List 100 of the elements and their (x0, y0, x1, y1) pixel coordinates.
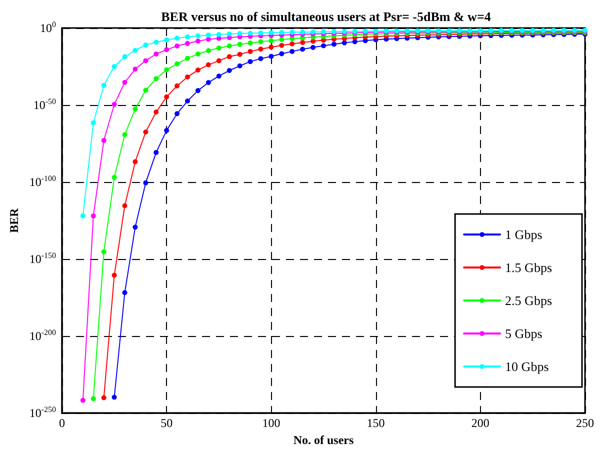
x-tick-label: 250 (576, 416, 594, 430)
point (300, 46, 306, 52)
point (143, 88, 148, 93)
x-tick-label: 100 (262, 416, 280, 430)
point (206, 80, 211, 86)
point (122, 54, 128, 60)
point (112, 394, 117, 400)
point (258, 30, 264, 36)
point (226, 31, 232, 36)
y-tick-label: 10$^{-250}$ (29, 405, 56, 422)
point (143, 130, 148, 135)
point (226, 68, 232, 74)
point (268, 44, 274, 50)
point (216, 32, 222, 37)
point (300, 40, 306, 45)
point (258, 39, 264, 44)
point (101, 82, 106, 88)
point (237, 52, 242, 57)
point (237, 31, 242, 36)
chart-title: BER versus no of simultaneous users at Psr= -5dBm & w=4 (161, 9, 492, 24)
x-tick-label: 150 (366, 416, 385, 430)
point (279, 51, 284, 56)
point (112, 272, 117, 278)
point (237, 42, 242, 47)
x-tick-label: 0 (59, 416, 65, 430)
point (248, 40, 253, 46)
point (101, 249, 106, 254)
legend-label: 5 Gbps (505, 326, 542, 341)
point (164, 47, 170, 52)
point (185, 40, 190, 46)
point (185, 34, 190, 40)
point (195, 68, 200, 73)
point (154, 76, 159, 82)
point (132, 106, 138, 112)
y-tick-label: 10$^{-50}$ (33, 97, 56, 114)
point (226, 54, 232, 60)
point (132, 224, 138, 230)
point (164, 128, 170, 133)
point (279, 30, 284, 35)
point (122, 80, 128, 85)
legend-label: 10 Gbps (505, 359, 549, 374)
y-tick-label: 10$^{-150}$ (29, 251, 56, 268)
point (248, 48, 253, 54)
point (174, 111, 180, 116)
point (122, 132, 128, 138)
point (290, 48, 295, 54)
point (154, 109, 159, 114)
point (143, 58, 148, 64)
point (216, 74, 222, 79)
x-axis-title: No. of users (293, 433, 354, 447)
point (185, 56, 190, 61)
legend-label: 2.5 Gbps (505, 293, 552, 308)
point (80, 213, 86, 218)
point (174, 61, 180, 66)
point (195, 38, 200, 44)
point (143, 180, 148, 186)
point (310, 44, 316, 50)
point (90, 120, 96, 126)
point (268, 30, 274, 36)
legend-label: 1.5 Gbps (505, 260, 552, 275)
point (154, 40, 159, 45)
x-tick-label: 50 (160, 416, 173, 430)
point (164, 37, 170, 42)
point (279, 37, 284, 42)
point (122, 290, 128, 296)
point (216, 58, 222, 64)
point (248, 59, 253, 64)
y-tick-label: 10$^{-200}$ (29, 328, 56, 344)
point (143, 42, 148, 48)
point (90, 213, 96, 218)
point (258, 56, 264, 62)
point (206, 62, 211, 68)
point (248, 30, 253, 36)
point (132, 66, 138, 72)
point (237, 63, 242, 68)
point (112, 174, 117, 180)
x-tick-label: 200 (471, 416, 490, 430)
y-tick-label: 10$^{0}$ (40, 20, 56, 36)
legend-label: 1 Gbps (505, 227, 542, 242)
point (206, 48, 211, 54)
point (258, 46, 264, 52)
y-axis-title: BER (7, 208, 21, 233)
point (206, 32, 211, 38)
point (101, 138, 106, 143)
point (195, 33, 200, 38)
point (195, 88, 200, 94)
point (112, 64, 117, 70)
point (279, 42, 284, 48)
point (154, 52, 159, 57)
point (268, 38, 274, 44)
point (132, 159, 138, 164)
point (174, 83, 180, 88)
point (164, 67, 170, 72)
point (132, 48, 138, 53)
point (112, 102, 117, 107)
point (290, 41, 295, 46)
point (216, 46, 222, 51)
y-tick-label: 10$^{-100}$ (29, 174, 56, 190)
point (195, 52, 200, 57)
point (268, 54, 274, 59)
